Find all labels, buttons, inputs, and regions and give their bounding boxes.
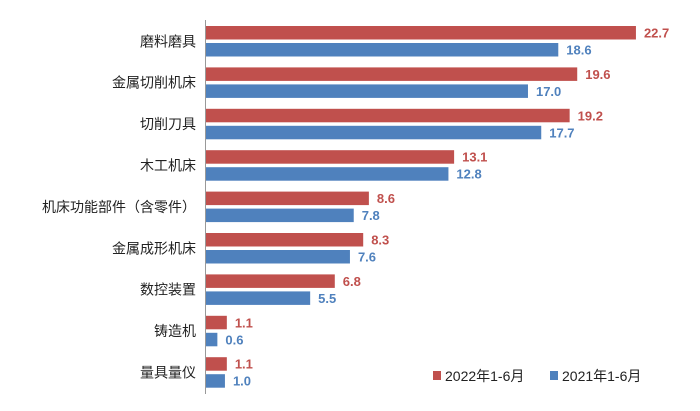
bar-2021 <box>206 208 354 223</box>
bar-2022 <box>206 274 335 288</box>
bar-2021 <box>206 84 528 98</box>
data-label: 13.1 <box>462 150 487 165</box>
category-label: 木工机床 <box>140 158 196 174</box>
data-label: 1.0 <box>233 374 251 389</box>
data-label: 7.6 <box>358 250 376 265</box>
data-label: 1.1 <box>235 315 253 330</box>
category-label: 切削刀具 <box>140 117 196 133</box>
category-label: 数控装置 <box>140 283 196 299</box>
bar-2022 <box>206 108 570 123</box>
data-label: 22.7 <box>644 26 669 41</box>
category-label: 铸造机 <box>154 324 196 340</box>
data-label: 7.8 <box>362 208 380 223</box>
category-label: 机床功能部件（含零件） <box>42 200 196 216</box>
legend-label-2021: 2021年1-6月 <box>562 368 641 384</box>
bar-2021 <box>206 250 350 264</box>
legend-swatch-2021 <box>550 371 558 380</box>
bar-2022 <box>206 67 578 81</box>
data-label: 17.7 <box>549 125 574 140</box>
data-label: 17.0 <box>536 84 561 99</box>
data-label: 1.1 <box>235 357 253 372</box>
bar-2022 <box>206 315 227 330</box>
data-label: 6.8 <box>343 274 361 289</box>
bar-2022 <box>206 357 227 371</box>
data-label: 12.8 <box>456 167 481 182</box>
data-label: 5.5 <box>318 291 336 306</box>
bar-2021 <box>206 374 225 388</box>
bar-2022 <box>206 191 369 206</box>
legend: 2022年1-6月 2021年1-6月 <box>433 368 641 384</box>
bar-2021 <box>206 291 311 305</box>
legend-swatch-2022 <box>433 371 441 380</box>
category-label: 量具量仪 <box>140 365 196 381</box>
bar-2021 <box>206 125 542 140</box>
category-label: 磨料磨具 <box>140 34 196 50</box>
legend-label-2022: 2022年1-6月 <box>445 368 524 384</box>
bar-2021 <box>206 43 559 57</box>
bar-2021 <box>206 332 218 347</box>
data-label: 8.6 <box>377 191 395 206</box>
bar-2022 <box>206 26 636 40</box>
data-label: 19.2 <box>578 108 603 123</box>
bar-2022 <box>206 150 455 164</box>
data-label: 18.6 <box>566 43 591 58</box>
data-label: 8.3 <box>371 233 389 248</box>
bar-2021 <box>206 167 449 181</box>
category-label: 金属成形机床 <box>112 241 196 257</box>
category-label: 金属切削机床 <box>112 76 196 92</box>
data-label: 19.6 <box>585 67 610 82</box>
data-label: 0.6 <box>225 332 243 347</box>
bar-2022 <box>206 233 364 247</box>
